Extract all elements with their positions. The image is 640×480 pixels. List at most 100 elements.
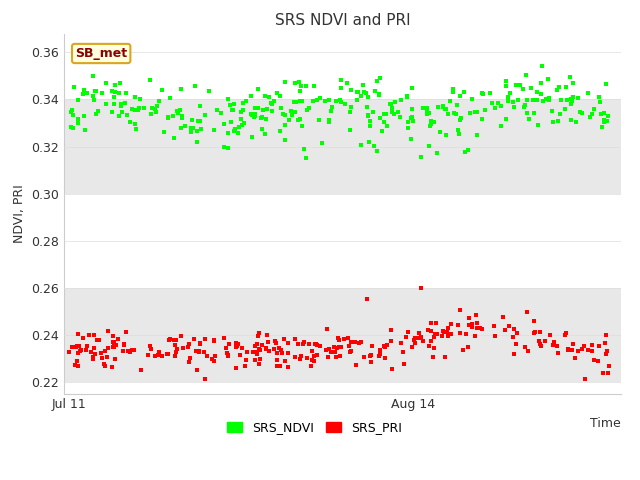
- Point: [88, 355, 98, 363]
- Point: [147, 104, 157, 112]
- Point: [603, 112, 613, 120]
- Point: [474, 324, 484, 332]
- Point: [446, 320, 456, 328]
- Point: [169, 336, 179, 344]
- Point: [346, 103, 356, 110]
- Point: [324, 96, 335, 104]
- Point: [326, 348, 337, 356]
- Point: [595, 98, 605, 106]
- Point: [566, 116, 576, 124]
- Point: [326, 103, 337, 110]
- Point: [286, 107, 296, 115]
- Point: [503, 94, 513, 101]
- Bar: [64, 99, 621, 193]
- Point: [399, 360, 410, 367]
- Point: [566, 100, 576, 108]
- Point: [439, 328, 449, 336]
- Point: [448, 88, 458, 96]
- Point: [154, 97, 164, 105]
- Point: [237, 121, 247, 129]
- Point: [594, 342, 604, 349]
- Point: [407, 343, 417, 350]
- Point: [366, 351, 376, 359]
- Point: [345, 127, 355, 134]
- Point: [424, 108, 434, 116]
- Point: [451, 110, 461, 118]
- Point: [72, 349, 83, 357]
- Point: [127, 105, 137, 113]
- Point: [315, 94, 325, 102]
- Point: [296, 352, 307, 360]
- Point: [522, 109, 532, 117]
- Point: [456, 114, 466, 122]
- Point: [283, 363, 293, 371]
- Point: [440, 105, 451, 113]
- Point: [195, 117, 205, 125]
- Point: [176, 124, 186, 132]
- Point: [561, 329, 571, 337]
- Point: [254, 360, 264, 368]
- Point: [360, 89, 371, 96]
- Point: [442, 328, 452, 336]
- Point: [374, 346, 385, 353]
- Point: [256, 114, 266, 122]
- Point: [409, 336, 419, 344]
- Point: [600, 339, 610, 347]
- Point: [100, 100, 111, 108]
- Point: [224, 341, 234, 348]
- Point: [596, 110, 606, 118]
- Point: [235, 351, 245, 359]
- Point: [326, 348, 336, 356]
- Point: [108, 332, 118, 339]
- Point: [182, 343, 193, 350]
- Point: [302, 354, 312, 362]
- Point: [511, 340, 522, 348]
- Point: [301, 82, 312, 90]
- Point: [257, 107, 268, 114]
- Point: [250, 356, 260, 364]
- Point: [275, 93, 285, 100]
- Point: [344, 348, 355, 356]
- Point: [253, 332, 263, 339]
- Point: [250, 342, 260, 349]
- Point: [548, 341, 558, 349]
- Point: [190, 82, 200, 90]
- Point: [177, 344, 188, 352]
- Point: [538, 62, 548, 70]
- Point: [596, 110, 606, 118]
- Point: [293, 341, 303, 348]
- Point: [165, 94, 175, 102]
- Point: [325, 107, 335, 115]
- Point: [164, 336, 175, 343]
- Point: [223, 96, 233, 103]
- Point: [88, 93, 98, 100]
- Point: [365, 118, 376, 125]
- Point: [261, 115, 271, 123]
- Point: [139, 104, 149, 112]
- Point: [532, 96, 543, 103]
- Point: [426, 319, 436, 326]
- Point: [296, 97, 307, 105]
- Point: [496, 122, 506, 130]
- Point: [299, 338, 309, 346]
- Point: [227, 106, 237, 113]
- Point: [541, 95, 552, 103]
- Point: [184, 359, 194, 366]
- Point: [79, 112, 89, 120]
- Point: [88, 353, 99, 360]
- Point: [309, 83, 319, 90]
- Point: [529, 330, 539, 337]
- Point: [184, 340, 194, 348]
- Point: [600, 331, 611, 338]
- Point: [415, 284, 426, 291]
- Point: [278, 110, 288, 118]
- Point: [522, 96, 532, 103]
- Point: [116, 108, 127, 116]
- Text: SB_met: SB_met: [75, 47, 127, 60]
- Point: [163, 350, 173, 358]
- Point: [340, 100, 351, 108]
- Point: [386, 326, 396, 334]
- Point: [366, 359, 376, 366]
- Point: [246, 111, 257, 119]
- Point: [243, 348, 253, 356]
